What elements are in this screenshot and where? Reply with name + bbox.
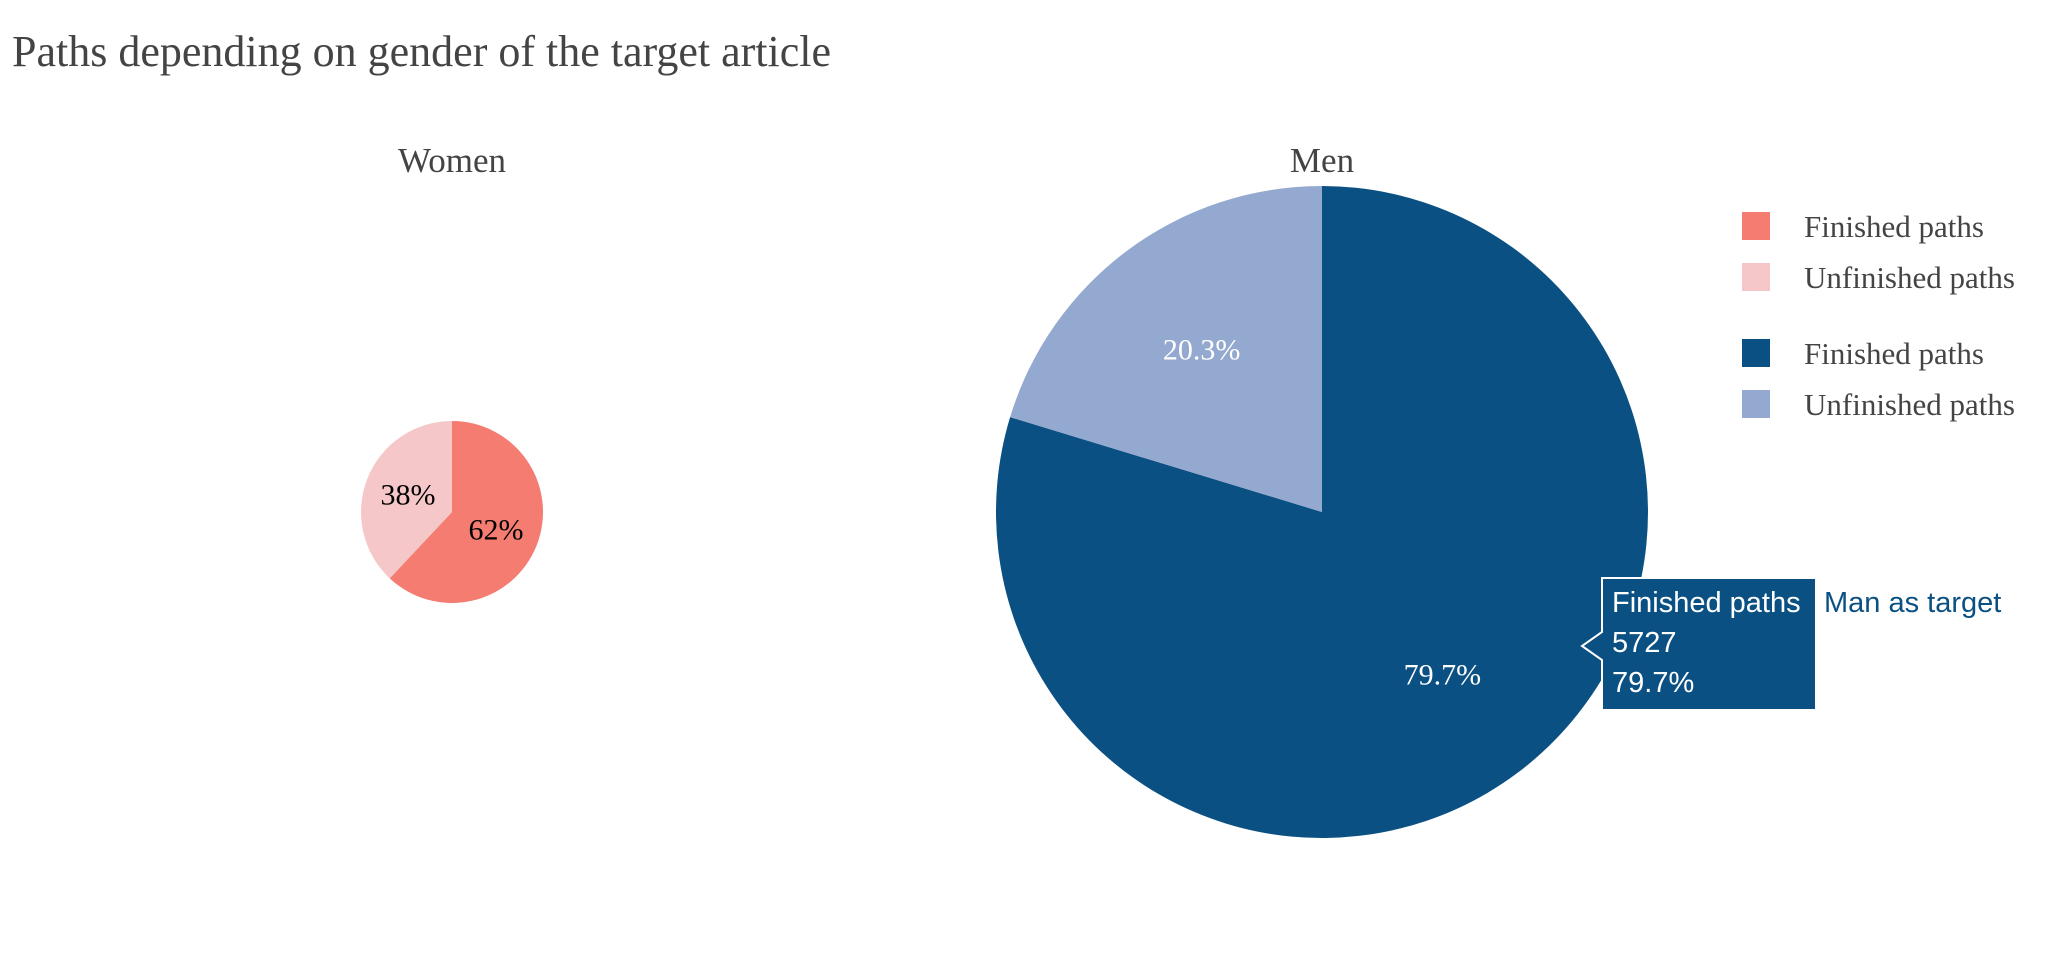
chart-title: Paths depending on gender of the target … xyxy=(12,27,831,76)
legend-swatch-women-finished xyxy=(1742,212,1770,240)
legend-label-women-unfinished: Unfinished paths xyxy=(1804,260,2015,295)
men-pie-label-finished-paths: 79.7% xyxy=(1404,658,1482,691)
legend-item-men-finished[interactable]: Finished paths xyxy=(1742,336,1984,371)
women-pie-label-finished-paths: 62% xyxy=(468,513,523,546)
tooltip-percent: 79.7% xyxy=(1612,667,1694,699)
legend-swatch-men-unfinished xyxy=(1742,390,1770,418)
hover-tooltip: Finished paths 5727 79.7% Man as target xyxy=(1580,577,2001,711)
legend-item-women-unfinished[interactable]: Unfinished paths xyxy=(1742,260,2015,295)
men-pie-label-unfinished-paths: 20.3% xyxy=(1163,334,1241,367)
legend: Finished paths Unfinished paths Finished… xyxy=(1742,209,2015,422)
women-pie: 62% 38% xyxy=(361,421,544,603)
legend-label-men-finished: Finished paths xyxy=(1804,336,1984,371)
tooltip-trace-name: Man as target xyxy=(1824,587,2001,619)
women-pie-label-unfinished-paths: 38% xyxy=(381,479,436,512)
tooltip-box xyxy=(1580,577,1817,711)
legend-label-women-finished: Finished paths xyxy=(1804,209,1984,244)
legend-item-women-finished[interactable]: Finished paths xyxy=(1742,209,1984,244)
legend-swatch-men-finished xyxy=(1742,339,1770,367)
women-pie-slice-unfinished-paths[interactable] xyxy=(361,421,452,579)
men-pie: 79.7% 20.3% xyxy=(996,185,1648,839)
legend-label-men-unfinished: Unfinished paths xyxy=(1804,387,2015,422)
legend-item-men-unfinished[interactable]: Unfinished paths xyxy=(1742,387,2015,422)
tooltip-count: 5727 xyxy=(1612,627,1677,659)
legend-swatch-women-unfinished xyxy=(1742,263,1770,291)
men-pie-slice-unfinished-paths[interactable] xyxy=(1010,185,1322,513)
tooltip-label: Finished paths xyxy=(1612,587,1801,619)
women-pie-subtitle: Women xyxy=(398,141,506,180)
men-pie-subtitle: Men xyxy=(1290,141,1354,180)
women-pie-slice-finished-paths[interactable] xyxy=(389,421,544,603)
